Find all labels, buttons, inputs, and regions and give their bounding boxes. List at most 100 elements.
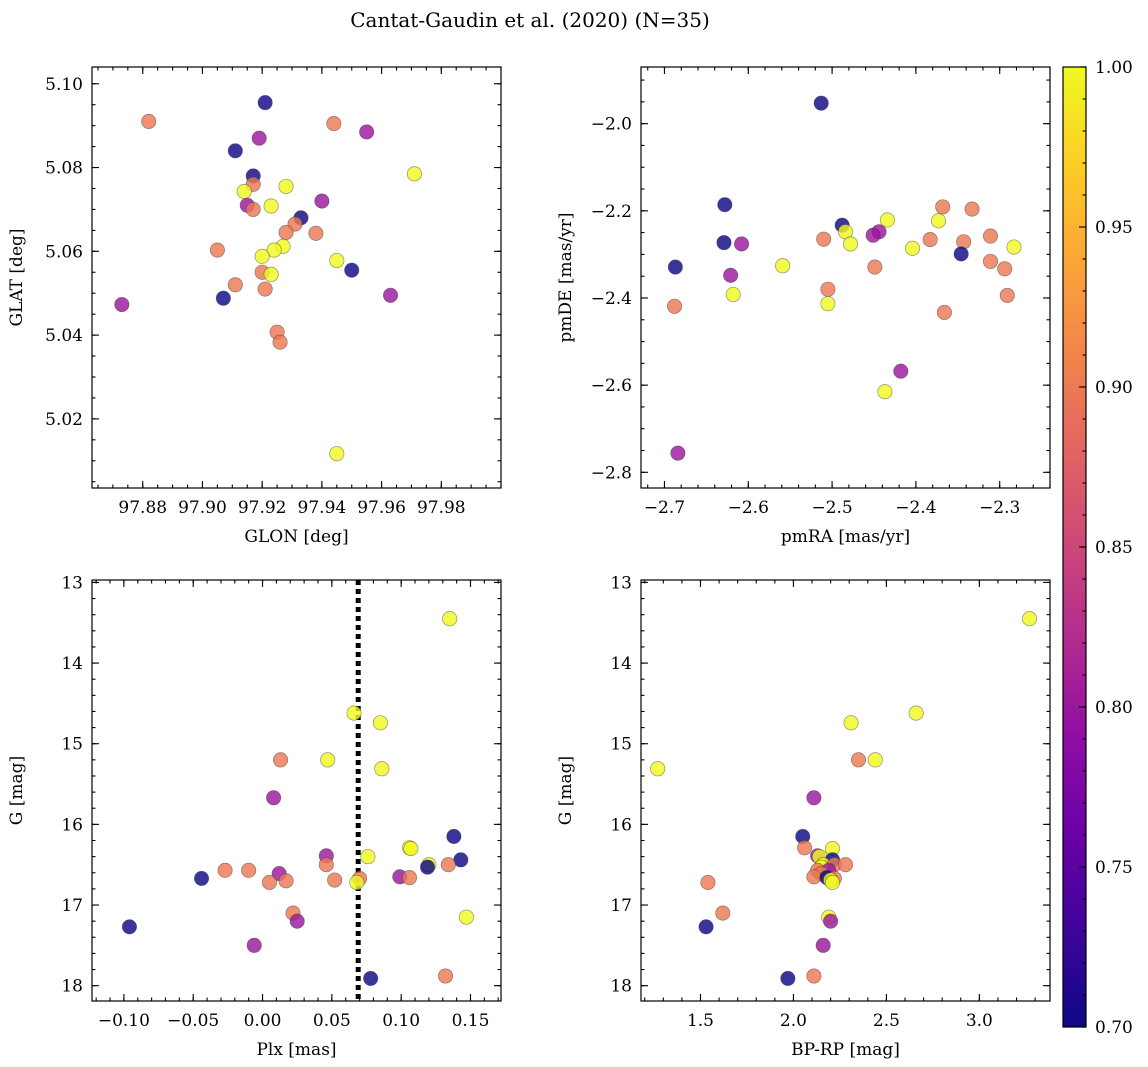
x-tick-label: 0.00 — [244, 1011, 282, 1031]
data-point — [715, 905, 731, 921]
data-point — [327, 872, 343, 888]
data-point — [867, 259, 883, 275]
data-point — [278, 178, 294, 194]
y-tick-label: −2.0 — [591, 115, 632, 135]
data-point — [114, 296, 130, 313]
plot-frame — [91, 66, 502, 489]
data-point — [273, 752, 289, 768]
data-point — [982, 228, 999, 244]
y-axis-label: G [mag] — [556, 756, 576, 825]
data-point — [879, 212, 895, 228]
data-point — [446, 828, 462, 845]
colorbar-tick-label: 0.70 — [1095, 1018, 1133, 1038]
data-point — [329, 446, 345, 462]
x-tick-label: 2.0 — [780, 1011, 807, 1031]
data-point — [666, 298, 683, 314]
data-point — [935, 199, 951, 215]
data-point — [717, 197, 733, 213]
data-point — [261, 874, 278, 890]
data-point — [725, 286, 741, 303]
x-tick-label: −2.5 — [811, 498, 852, 518]
plot-frame — [91, 579, 502, 1002]
data-point — [320, 752, 336, 768]
data-point — [820, 281, 836, 297]
data-point — [382, 287, 399, 303]
data-point — [780, 970, 796, 986]
data-point — [141, 113, 157, 130]
data-point — [344, 262, 360, 278]
data-point — [893, 363, 909, 379]
data-point — [806, 968, 822, 984]
points-pm — [666, 95, 1022, 461]
data-point — [922, 232, 938, 248]
y-tick-label: 17 — [610, 896, 632, 916]
data-point — [363, 970, 379, 986]
data-point — [797, 840, 813, 856]
y-tick-label: 15 — [610, 735, 632, 755]
data-point — [670, 445, 686, 461]
x-tick-label: 97.88 — [118, 498, 167, 518]
data-point — [806, 869, 822, 885]
x-tick-label: −2.3 — [979, 498, 1020, 518]
data-point — [227, 277, 243, 293]
data-point — [734, 236, 750, 252]
data-point — [266, 242, 282, 258]
data-point — [227, 143, 243, 159]
data-point — [257, 281, 273, 297]
y-tick-label: −2.8 — [591, 463, 632, 483]
data-point — [215, 290, 231, 306]
x-axis-label: BP-RP [mag] — [791, 1040, 900, 1060]
x-tick-label: 97.92 — [238, 498, 287, 518]
x-tick-label: −2.6 — [728, 498, 769, 518]
data-point — [953, 246, 969, 262]
plot-frame — [640, 579, 1051, 1002]
colorbar-tick-label: 0.75 — [1095, 858, 1133, 878]
data-point — [372, 715, 388, 731]
y-tick-label: 17 — [61, 896, 83, 916]
data-point — [824, 874, 841, 890]
data-point — [930, 213, 947, 229]
data-point — [318, 857, 334, 873]
y-tick-label: 5.04 — [45, 326, 83, 346]
data-point — [440, 857, 456, 873]
data-point — [236, 183, 252, 199]
y-tick-label: 5.08 — [45, 159, 83, 179]
panel-sky: 97.88 97.90 97.92 97.94 97.96 97.98 5.02 5.04 5.… — [7, 66, 502, 547]
y-tick-label: 18 — [610, 977, 632, 997]
y-tick-label: 16 — [610, 815, 632, 835]
data-point — [289, 913, 305, 929]
panel-plx: −0.10 −0.05 0.00 0.05 0.10 0.15 13 14 15 16 17 18 Pl… — [7, 573, 502, 1060]
data-point — [813, 95, 829, 111]
data-point — [403, 841, 419, 857]
x-tick-label: 97.98 — [417, 498, 466, 518]
y-axis-label: pmDE [mas/yr] — [556, 212, 576, 342]
data-point — [254, 248, 270, 264]
data-point — [246, 937, 262, 953]
colorbar-tick-label: 1.00 — [1095, 58, 1133, 78]
figure-title: Cantat-Gaudin et al. (2020) (N=35) — [350, 8, 710, 32]
data-point — [999, 287, 1015, 303]
data-point — [842, 236, 859, 252]
y-tick-label: −2.4 — [591, 289, 632, 309]
data-point — [700, 874, 716, 890]
plot-frame — [640, 66, 1051, 489]
data-point — [843, 715, 859, 731]
data-point — [820, 296, 836, 312]
data-point — [359, 124, 375, 140]
y-axis-label: GLAT [deg] — [7, 228, 27, 326]
x-tick-label: 3.0 — [966, 1011, 993, 1031]
y-tick-label: 14 — [610, 654, 632, 674]
data-point — [1006, 239, 1022, 255]
data-point — [193, 870, 210, 886]
x-axis-label: pmRA [mas/yr] — [781, 527, 910, 547]
data-point — [865, 227, 881, 243]
data-point — [419, 859, 436, 875]
y-tick-label: −2.6 — [591, 376, 632, 396]
x-tick-label: 1.5 — [687, 1011, 714, 1031]
data-point — [650, 761, 666, 777]
data-point — [815, 937, 831, 953]
y-axis-label: G [mag] — [7, 756, 27, 825]
y-tick-label: 16 — [61, 815, 83, 835]
y-tick-label: 13 — [61, 573, 83, 593]
data-point — [346, 705, 362, 721]
